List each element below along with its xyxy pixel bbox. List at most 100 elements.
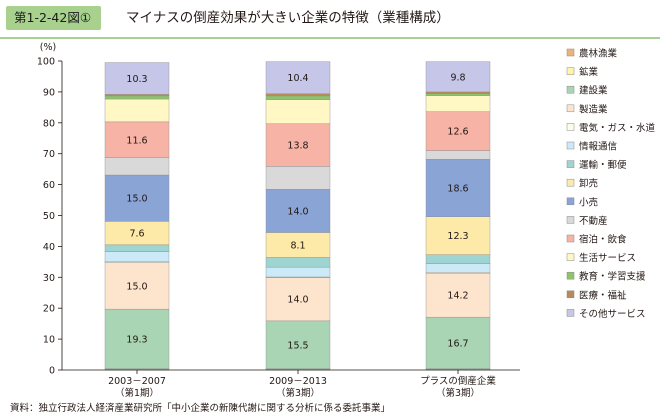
bar-segment: [104, 308, 170, 369]
bar-segment: [425, 316, 491, 369]
bar-segment: [425, 159, 491, 217]
data-label: 15.0: [126, 194, 147, 205]
bar-segment: [425, 263, 491, 273]
legend-swatch: [566, 253, 575, 261]
legend: 農林漁業鉱業建設業製造業電気・ガス・水道情報通信運輸・郵便卸売小売不動産宿泊・飲…: [566, 48, 656, 320]
legend-swatch: [566, 216, 575, 224]
bar-segment: [425, 216, 491, 255]
legend-swatch: [566, 271, 575, 280]
stacked-bar-chart: (%) 0 10 20 30 40 50 60 70 80 90 100 19.3 15.0 7.6 15…: [37, 42, 656, 399]
bar-segment: [425, 111, 491, 151]
bar-segment: [104, 62, 170, 95]
bars: 19.3 15.0 7.6 15.0 11.6 10.3 15.5 14.0 8.1 14.0 13…: [104, 61, 491, 371]
legend-swatch: [566, 104, 575, 113]
legend-label: 製造業: [579, 103, 608, 115]
legend-swatch: [566, 234, 575, 243]
bar-segment: [104, 174, 170, 222]
legend-swatch: [566, 178, 575, 187]
bar-segment: [265, 320, 331, 369]
legend-swatch: [566, 197, 575, 206]
data-label: 15.0: [126, 281, 147, 292]
figure-title: マイナスの倒産効果が大きい企業の特徴（業種構成）: [126, 10, 450, 26]
y-axis-unit: (%): [40, 42, 56, 53]
data-label: 14.0: [287, 206, 308, 217]
legend-label: 建設業: [579, 85, 608, 97]
data-label: 15.5: [287, 340, 308, 351]
bar-segment: [425, 95, 491, 112]
y-tick-label: 60: [43, 180, 55, 191]
bar-segment: [104, 94, 170, 97]
bar-segment: [265, 266, 331, 278]
bar-segment: [425, 93, 491, 96]
legend-label: その他サービス: [579, 308, 646, 320]
y-tick-label: 80: [43, 118, 55, 129]
bar-segment: [265, 95, 331, 100]
bar-segment: [104, 251, 170, 263]
x-tick-label: プラスの倒産企業: [420, 375, 496, 387]
bar-segment: [425, 61, 491, 93]
data-label: 9.8: [450, 72, 465, 83]
bar-segment: [265, 257, 331, 268]
bar-segment: [104, 244, 170, 252]
x-tick-label: 2003－2007: [108, 376, 166, 387]
legend-label: 小売: [579, 196, 598, 208]
data-label: 7.6: [129, 229, 144, 240]
data-label: 14.2: [447, 291, 468, 302]
legend-swatch: [566, 67, 575, 75]
y-tick-label: 0: [49, 366, 55, 377]
x-tick-label: （第3期）: [436, 387, 480, 399]
legend-label: 鉱業: [579, 66, 599, 78]
y-tick-label: 70: [43, 149, 55, 160]
bar-segment: [104, 262, 170, 310]
bar-segment: [425, 91, 491, 94]
legend-swatch: [566, 160, 575, 168]
data-label: 19.3: [126, 334, 147, 345]
data-label: 16.7: [447, 338, 468, 349]
y-tick-label: 100: [37, 57, 55, 68]
data-label: 10.4: [287, 73, 308, 84]
legend-swatch: [566, 141, 575, 150]
legend-swatch: [566, 123, 575, 131]
bar-segment: [265, 166, 331, 190]
bar-segment: [265, 61, 331, 94]
bar-segment: [104, 98, 170, 123]
y-tick-label: 90: [43, 87, 55, 98]
bar-segment: [425, 273, 491, 318]
legend-label: 運輸・郵便: [579, 159, 627, 171]
legend-label: 宿泊・飲食: [579, 234, 627, 246]
legend-swatch: [566, 290, 575, 299]
x-tick-label: （第3期）: [276, 387, 320, 399]
bar-segment: [425, 150, 491, 160]
bar-segment: [265, 232, 331, 258]
legend-swatch: [566, 309, 575, 317]
legend-swatch: [566, 85, 575, 94]
data-label: 12.6: [447, 127, 468, 138]
data-label: 14.0: [287, 295, 308, 306]
bar-segment: [265, 99, 331, 124]
y-tick-label: 30: [43, 273, 55, 284]
y-tick-label: 10: [43, 335, 55, 346]
bar-segment: [104, 121, 170, 158]
y-tick-label: 20: [43, 304, 55, 315]
y-tick-label: 40: [43, 242, 55, 253]
data-label: 12.3: [447, 231, 468, 242]
y-axis: 0 10 20 30 40 50 60 70 80 90 100: [37, 57, 63, 377]
legend-label: 医療・福祉: [579, 289, 627, 301]
legend-label: 情報通信: [579, 141, 617, 153]
x-axis: 2003－2007（第1期）2009－2013（第3期）プラスの倒産企業（第3期…: [62, 369, 520, 399]
legend-label: 不動産: [579, 215, 608, 227]
legend-swatch: [566, 48, 575, 57]
bar-segment: [265, 277, 331, 322]
data-label: 11.6: [126, 135, 147, 146]
data-label: 8.1: [290, 241, 305, 252]
bar-segment: [104, 95, 170, 100]
legend-label: 電気・ガス・水道: [579, 122, 656, 134]
bar-segment: [425, 254, 491, 264]
legend-label: 教育・学習支援: [579, 271, 646, 283]
x-tick-label: （第1期）: [115, 387, 159, 399]
source-note: 資料：独立行政法人経済産業研究所「中小企業の新陳代謝に関する分析に係る委託事業」: [10, 403, 391, 414]
legend-label: 生活サービス: [579, 252, 636, 264]
data-label: 10.3: [126, 74, 147, 85]
legend-label: 卸売: [579, 178, 598, 190]
x-tick-label: 2009－2013: [269, 376, 327, 387]
